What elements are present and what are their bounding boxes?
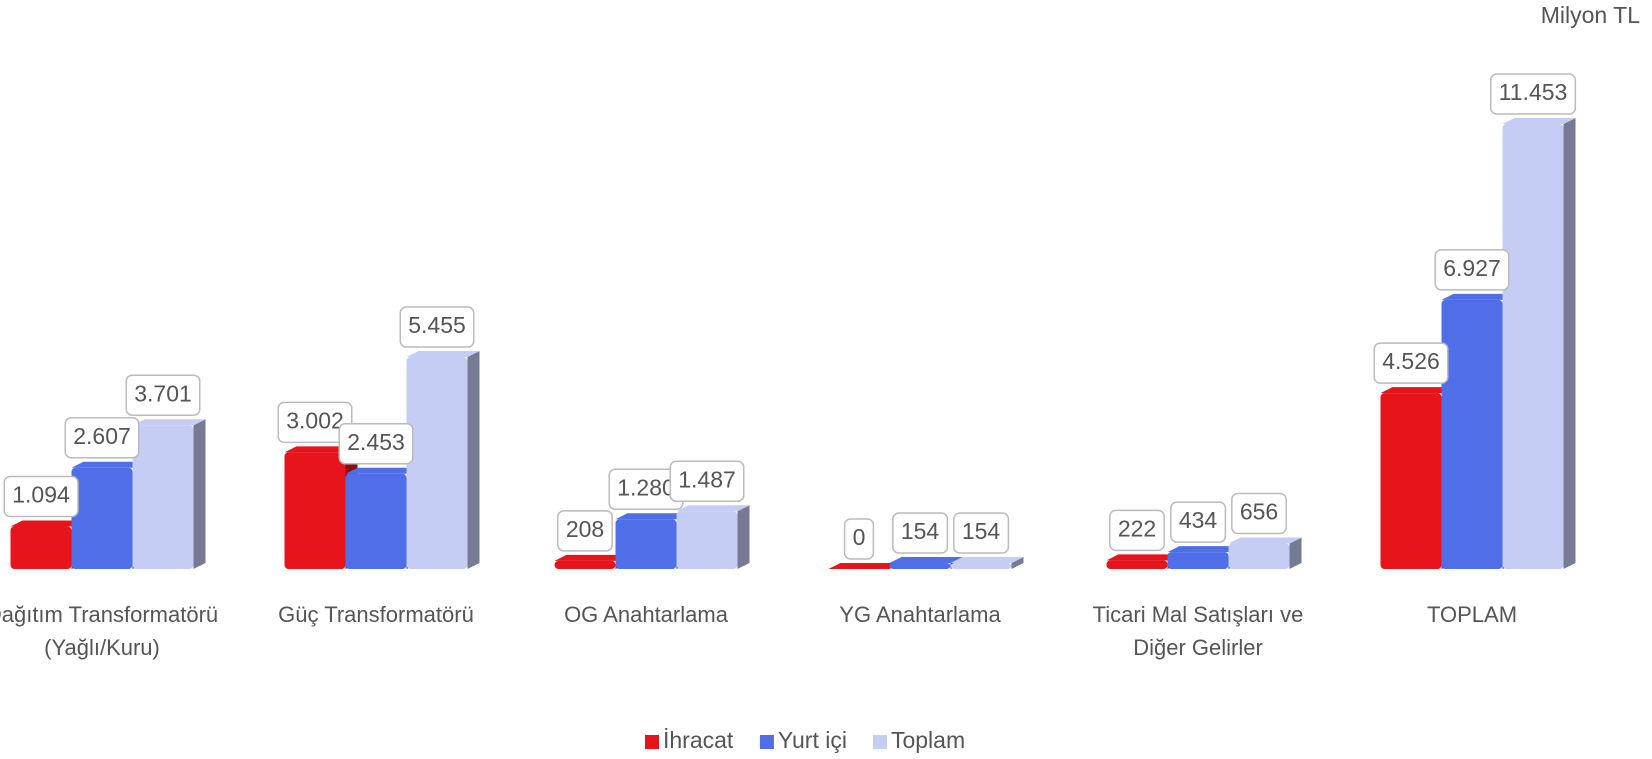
value-label: 2.453 (347, 429, 405, 455)
legend-swatch (645, 735, 659, 749)
bar-top (71, 461, 145, 468)
bar-top (1380, 387, 1454, 394)
unit-label: Milyon TL (1541, 2, 1640, 28)
x-tick-label: OG Anahtarlama (564, 602, 728, 627)
value-label-box (125, 374, 201, 416)
bar (1106, 560, 1168, 569)
value-label: 1.094 (12, 482, 70, 508)
value-label-box (1109, 509, 1165, 552)
bar-top (1502, 118, 1576, 124)
bar (10, 526, 72, 569)
value-label: 434 (1179, 507, 1218, 533)
bar (676, 511, 738, 569)
bar-top (1167, 546, 1241, 553)
x-tick-label: YG Anahtarlama (839, 602, 1001, 627)
value-label-box (1373, 342, 1449, 384)
bar-top (132, 419, 206, 426)
value-label: 0 (853, 524, 866, 550)
bar (554, 560, 616, 569)
bar-top (950, 557, 1024, 564)
value-label-box (1434, 249, 1510, 291)
value-label-box (1231, 492, 1287, 535)
bar (950, 563, 1012, 569)
value-label-box (399, 306, 475, 348)
legend-swatch (759, 735, 774, 749)
bar-side (1563, 118, 1576, 569)
value-label-box (892, 512, 949, 554)
value-label: 1.487 (678, 466, 736, 492)
bar-top (345, 467, 419, 474)
value-label-box (64, 416, 140, 459)
value-label-box (3, 475, 79, 518)
x-tick-label: Dağıtım Transformatörü (Yağlı/Kuru) (0, 602, 219, 660)
bar (1380, 393, 1442, 569)
legend-label: Toplam (891, 727, 965, 753)
bar-top (828, 563, 902, 569)
bar (615, 519, 677, 569)
bar-top (406, 351, 480, 358)
bar-top (676, 505, 750, 512)
value-label: 222 (1118, 515, 1156, 541)
x-tick-label: TOPLAM (1426, 602, 1518, 627)
bar (1167, 552, 1229, 569)
value-label: 154 (901, 518, 940, 544)
bar (71, 467, 133, 569)
value-label-box (557, 510, 613, 552)
value-label: 2.607 (73, 423, 131, 449)
value-label: 656 (1240, 499, 1278, 525)
value-label: 4.526 (1382, 348, 1440, 374)
bar (406, 357, 468, 569)
value-label: 154 (962, 518, 1001, 544)
x-tick-label: Güç Transformatörü (278, 602, 474, 627)
value-label: 11.453 (1499, 79, 1568, 105)
bar-top (1106, 554, 1180, 561)
legend-label: İhracat (663, 727, 734, 753)
value-label-box (843, 518, 875, 560)
value-label-box (1489, 73, 1577, 115)
bar-top (10, 520, 84, 527)
value-label: 1.280 (617, 474, 675, 500)
bar (284, 452, 346, 569)
bar (889, 563, 951, 569)
bar-side (467, 351, 480, 569)
bar-side (1289, 537, 1302, 569)
value-label-box (338, 422, 414, 465)
bar (1441, 299, 1503, 569)
value-label-box (953, 512, 1010, 554)
bar-top (615, 513, 689, 520)
bar (132, 425, 194, 569)
bar (1502, 124, 1564, 569)
value-label: 6.927 (1443, 255, 1501, 281)
value-label: 5.455 (408, 312, 466, 338)
bar-top (554, 554, 628, 561)
bar-top (889, 557, 963, 564)
value-label: 208 (566, 516, 604, 542)
value-label-box (1170, 501, 1227, 543)
bar-side (1011, 557, 1024, 569)
x-tick-label: Ticari Mal Satışları ve Diğer Gelirler (1092, 602, 1304, 660)
bar-side (193, 419, 206, 569)
bar (345, 473, 407, 569)
value-label-box (669, 460, 745, 502)
bar-side (737, 505, 750, 569)
value-label: 3.701 (134, 380, 192, 406)
value-label-box (277, 401, 353, 444)
legend-swatch (872, 735, 887, 749)
legend-label: Yurt içi (778, 727, 847, 753)
value-label: 3.002 (286, 407, 344, 433)
bar-top (1228, 537, 1302, 544)
bar-top (1441, 293, 1515, 300)
bar (1228, 543, 1290, 569)
